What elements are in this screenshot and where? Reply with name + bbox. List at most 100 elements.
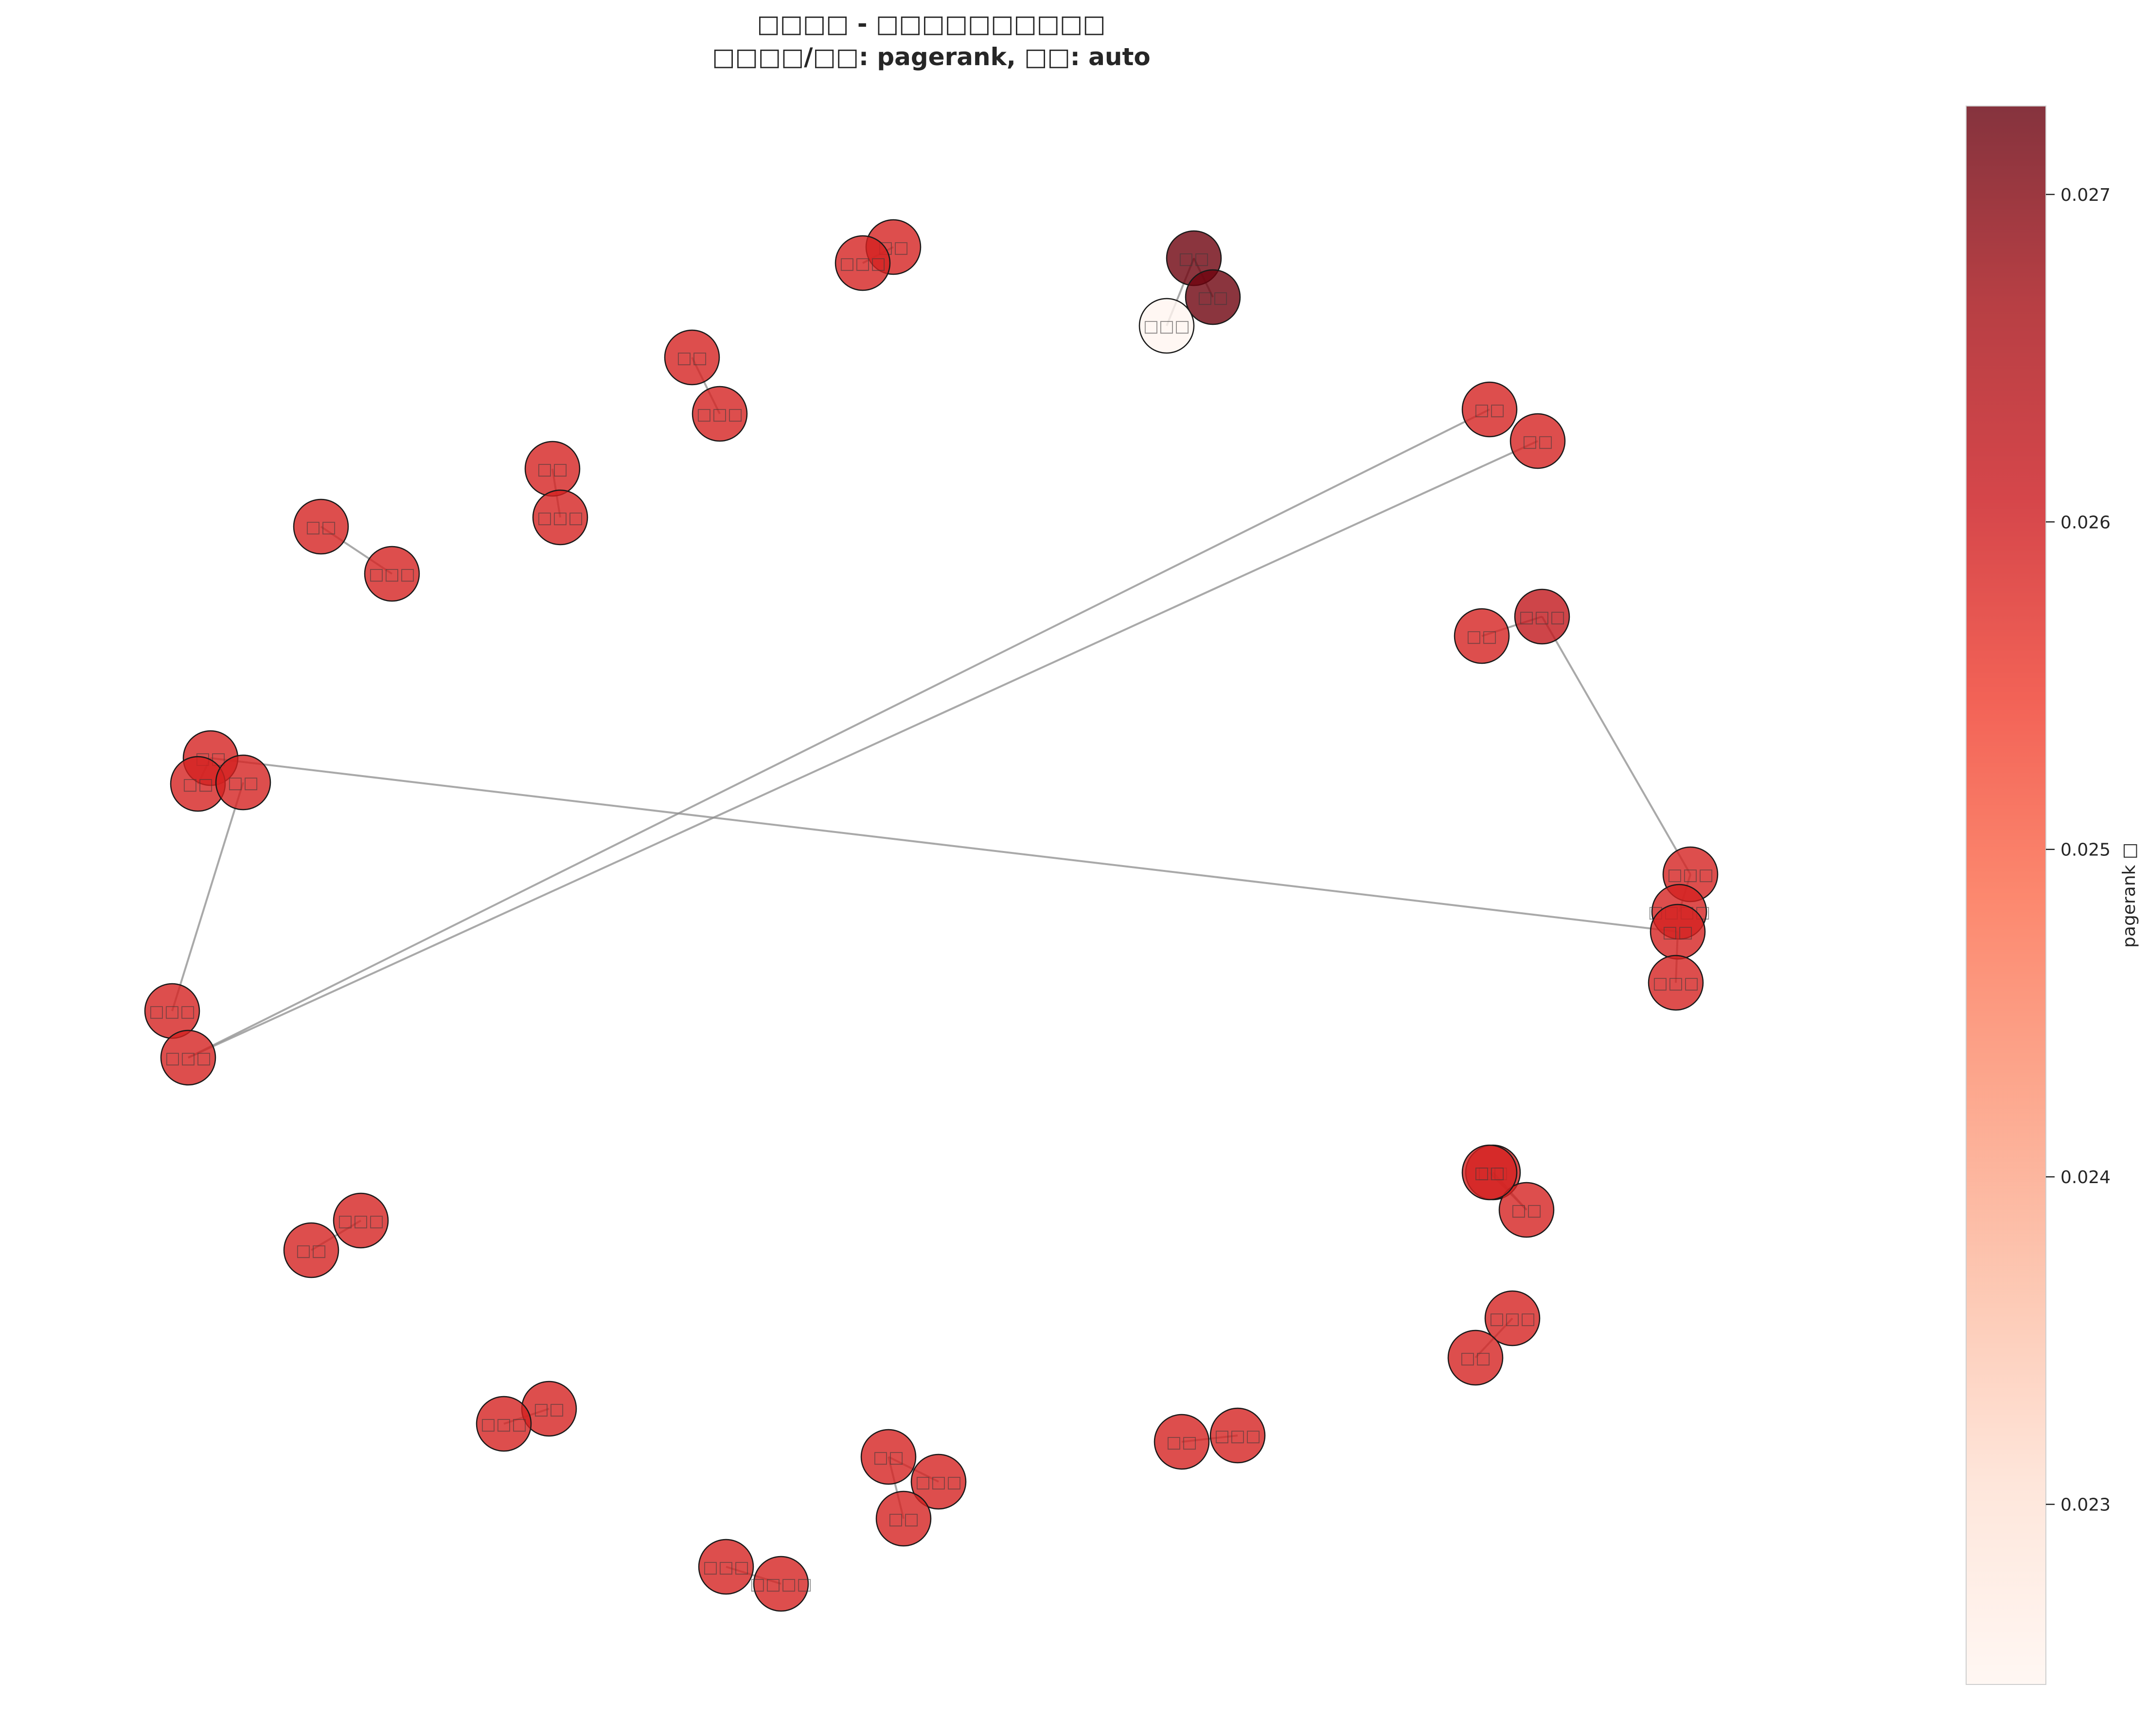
colorbar-tick-label: 0.026 <box>2060 513 2111 532</box>
edge-n12-n44 <box>210 757 1678 933</box>
node-circle <box>692 386 748 442</box>
node-circle <box>476 1396 532 1452</box>
node-n18: □□ <box>1509 413 1566 469</box>
node-label: □□ <box>1662 922 1693 942</box>
chart-title-line-1: □□□□ - □□□□□□□□□□ <box>757 10 1106 38</box>
node-n13: □□ <box>170 756 226 812</box>
edge-n20-n21 <box>1541 616 1691 875</box>
node-n29: □□□ <box>333 1192 389 1249</box>
node-n41: □□ <box>1447 1329 1504 1386</box>
node-circle <box>1154 1414 1210 1470</box>
node-label: □□ <box>1511 1201 1542 1220</box>
node-circle <box>532 489 588 546</box>
nodes-layer: □□□□□ □□□□□□□□□□□□□□□□□□□□□□□□□□ □□□□□□□□□… <box>144 219 1719 1612</box>
node-circle <box>293 498 349 555</box>
node-label: □□ <box>533 1399 565 1419</box>
node-label: □□ <box>1197 288 1228 307</box>
node-circle <box>1461 1144 1518 1201</box>
node-circle <box>1509 413 1566 469</box>
node-label: □□ <box>296 1241 327 1260</box>
node-n14: □□ <box>215 754 271 811</box>
node-label: □□ <box>1166 1433 1197 1452</box>
node-circle <box>1138 298 1195 354</box>
node-circle <box>1484 1290 1541 1346</box>
node-circle <box>698 1539 754 1595</box>
node-label: □□ <box>1466 627 1497 646</box>
node-circle <box>1648 955 1704 1011</box>
node-n11: □□□ <box>364 546 420 602</box>
node-circle <box>1185 269 1241 325</box>
node-n40: □□□ <box>1484 1290 1541 1346</box>
node-circle <box>860 1429 917 1485</box>
node-circle <box>875 1490 932 1547</box>
node-label: □□□ <box>1143 317 1190 336</box>
node-n36: □□□ <box>910 1453 967 1510</box>
node-n37: □□ <box>875 1490 932 1547</box>
node-label: □□ <box>1460 1348 1491 1368</box>
colorbar-tick-label: 0.025 <box>2060 840 2111 860</box>
node-n33: □□□ <box>698 1539 754 1595</box>
node-label: □□□ <box>839 254 886 273</box>
node-n30: □□ <box>283 1222 339 1278</box>
node-n7: □□□ <box>692 386 748 442</box>
node-label: □□□ <box>1489 1309 1536 1329</box>
node-circle <box>1461 381 1518 438</box>
node-label: □□ <box>305 517 337 537</box>
node-circle <box>333 1192 389 1249</box>
node-n6: □□ <box>664 329 720 386</box>
node-circle <box>1514 588 1570 645</box>
node-label: □□□ <box>696 405 743 424</box>
node-label: □□□ <box>703 1558 749 1577</box>
node-n10: □□ <box>293 498 349 555</box>
colorbar-ticks: 0.023 0.024 0.025 0.026 0.027 <box>2046 185 2111 1515</box>
node-circle <box>753 1556 809 1612</box>
node-circle <box>1209 1407 1266 1464</box>
node-label: □□ <box>1474 400 1505 420</box>
colorbar-tick-label: 0.024 <box>2060 1168 2111 1187</box>
node-circle <box>215 754 271 811</box>
chart-title-line-2: □□□□/□□: pagerank, □□: auto <box>712 43 1150 71</box>
colorbar-gradient <box>1966 106 2046 1685</box>
node-n19: □□ <box>1454 608 1510 664</box>
node-n26: □□ <box>1498 1182 1555 1238</box>
edges-layer <box>171 246 1691 1585</box>
edge-n16-n18 <box>188 440 1538 1059</box>
colorbar-tick-label: 0.027 <box>2060 185 2111 205</box>
colorbar-label: pagerank □ <box>2119 843 2139 948</box>
node-label: □□ <box>873 1448 904 1467</box>
node-circle <box>664 329 720 386</box>
node-label: □□□ <box>165 1048 212 1068</box>
node-label: □□□ <box>1214 1426 1261 1446</box>
node-n16: □□□ <box>160 1029 216 1086</box>
node-n4: □□ <box>1185 269 1241 325</box>
node-circle <box>160 1029 216 1086</box>
node-label: □□□ <box>915 1472 962 1492</box>
node-label: □□□ <box>480 1415 527 1434</box>
node-n32: □□□ <box>476 1396 532 1452</box>
node-n23: □□ <box>1650 903 1706 960</box>
node-label: □□□ <box>149 1002 195 1021</box>
node-circle <box>834 235 891 291</box>
node-label: □□ <box>676 348 708 368</box>
edge-n14-n15 <box>171 782 244 1011</box>
node-label: □□ <box>888 1509 919 1529</box>
node-n9: □□□ <box>532 489 588 546</box>
node-n15: □□□ <box>144 983 200 1039</box>
node-n34: □□□□ <box>750 1556 813 1612</box>
node-n8: □□ <box>524 441 581 497</box>
node-circle <box>283 1222 339 1278</box>
node-label: □□ <box>1522 432 1553 451</box>
node-label: □□□□ <box>750 1575 813 1594</box>
node-n27: □□ <box>1461 1144 1518 1201</box>
node-n2: □□□ <box>834 235 891 291</box>
node-label: □□ <box>1178 249 1209 268</box>
node-label: □□ <box>228 773 259 793</box>
node-n35: □□ <box>860 1429 917 1485</box>
node-label: □□ <box>537 460 568 479</box>
node-n20: □□□ <box>1514 588 1570 645</box>
node-circle <box>364 546 420 602</box>
node-n5: □□□ <box>1138 298 1195 354</box>
node-label: □□□ <box>1519 607 1565 627</box>
node-circle <box>1447 1329 1504 1386</box>
